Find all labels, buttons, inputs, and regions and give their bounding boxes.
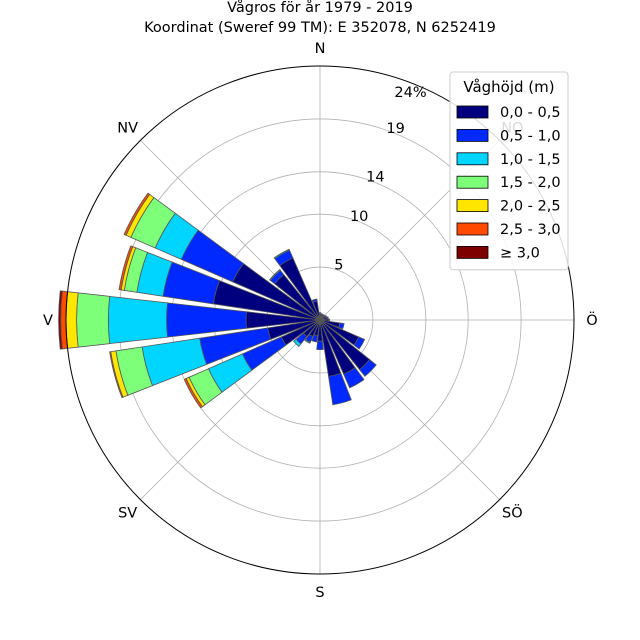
rose-bar-segment xyxy=(183,377,204,409)
rose-bar-segment xyxy=(326,316,329,320)
rose-bar-segment xyxy=(338,322,345,330)
legend-label: 0,5 - 1,0 xyxy=(500,128,561,144)
legend-swatch xyxy=(456,128,489,142)
polar-grid xyxy=(66,66,574,574)
legend-swatch xyxy=(456,175,489,189)
legend-title: Våghöjd (m) xyxy=(463,78,554,96)
legend-label: 2,0 - 2,5 xyxy=(500,199,561,215)
radial-tick-label: 24% xyxy=(394,85,426,101)
rose-bar-segment xyxy=(328,372,352,406)
legend-label: 2,5 - 3,0 xyxy=(500,222,561,238)
legend-swatch xyxy=(456,105,489,119)
radial-tick-label: 14 xyxy=(366,170,384,186)
rose-bar-segment xyxy=(311,334,319,343)
outer-ring xyxy=(65,65,575,575)
chart-subtitle: Koordinat (Sweref 99 TM): E 352078, N 62… xyxy=(144,20,496,36)
rose-bar-segment xyxy=(123,192,151,236)
legend-swatch xyxy=(456,245,489,259)
legend-swatch xyxy=(456,152,489,166)
direction-label: V xyxy=(43,313,53,329)
rose-bar-segment xyxy=(359,359,377,377)
direction-label: NV xyxy=(117,121,138,137)
legend-label: 1,5 - 2,0 xyxy=(500,175,561,191)
legend: Våghöjd (m) 0,0 - 0,5 0,5 - 1,0 1,0 - 1,5 1… xyxy=(449,71,569,271)
grid-spoke xyxy=(140,319,321,500)
rose-bar-segment xyxy=(327,318,330,322)
radial-tick-label: 19 xyxy=(386,121,404,137)
rose-bar-segment xyxy=(316,340,324,351)
legend-swatch xyxy=(456,199,489,213)
rose-bar-segment xyxy=(166,302,247,338)
direction-label: S xyxy=(315,585,324,601)
rose-bars xyxy=(58,192,377,409)
direction-label: Ö xyxy=(586,311,597,329)
rose-bar-segment xyxy=(343,367,365,389)
rose-bar-segment xyxy=(58,290,63,350)
rose-bar-segment xyxy=(76,292,111,348)
legend-swatch xyxy=(456,222,489,236)
rose-bar-segment xyxy=(118,245,134,291)
radial-tick-label: 10 xyxy=(350,209,368,225)
rose-bar-segment xyxy=(311,298,318,303)
rose-bar-segment xyxy=(353,336,366,350)
direction-label: SÖ xyxy=(502,503,523,521)
legend-label: 1,0 - 1,5 xyxy=(500,152,561,168)
radial-tick-labels: 5 10 14 19 24% xyxy=(334,85,426,274)
radial-tick-label: 5 xyxy=(334,258,343,274)
rose-bar-segment xyxy=(273,248,291,260)
rose-bar-segment xyxy=(292,338,302,348)
rose-bar-segment xyxy=(109,351,124,399)
legend-label: 0,0 - 0,5 xyxy=(500,105,561,121)
direction-label: SV xyxy=(118,505,137,521)
rose-bar-segment xyxy=(304,339,311,344)
legend-entries: 0,0 - 0,5 0,5 - 1,0 1,0 - 1,5 1,5 - 2,0 2,0 … xyxy=(456,105,561,261)
legend-label: ≥ 3,0 xyxy=(500,245,540,261)
rose-bar-segment xyxy=(65,291,79,349)
rose-bar-segment xyxy=(268,268,281,281)
chart-title: Vågros för år 1979 - 2019 xyxy=(227,0,413,16)
legend-box xyxy=(449,71,569,271)
direction-label: N xyxy=(315,41,326,57)
rose-bar-segment xyxy=(107,295,168,345)
